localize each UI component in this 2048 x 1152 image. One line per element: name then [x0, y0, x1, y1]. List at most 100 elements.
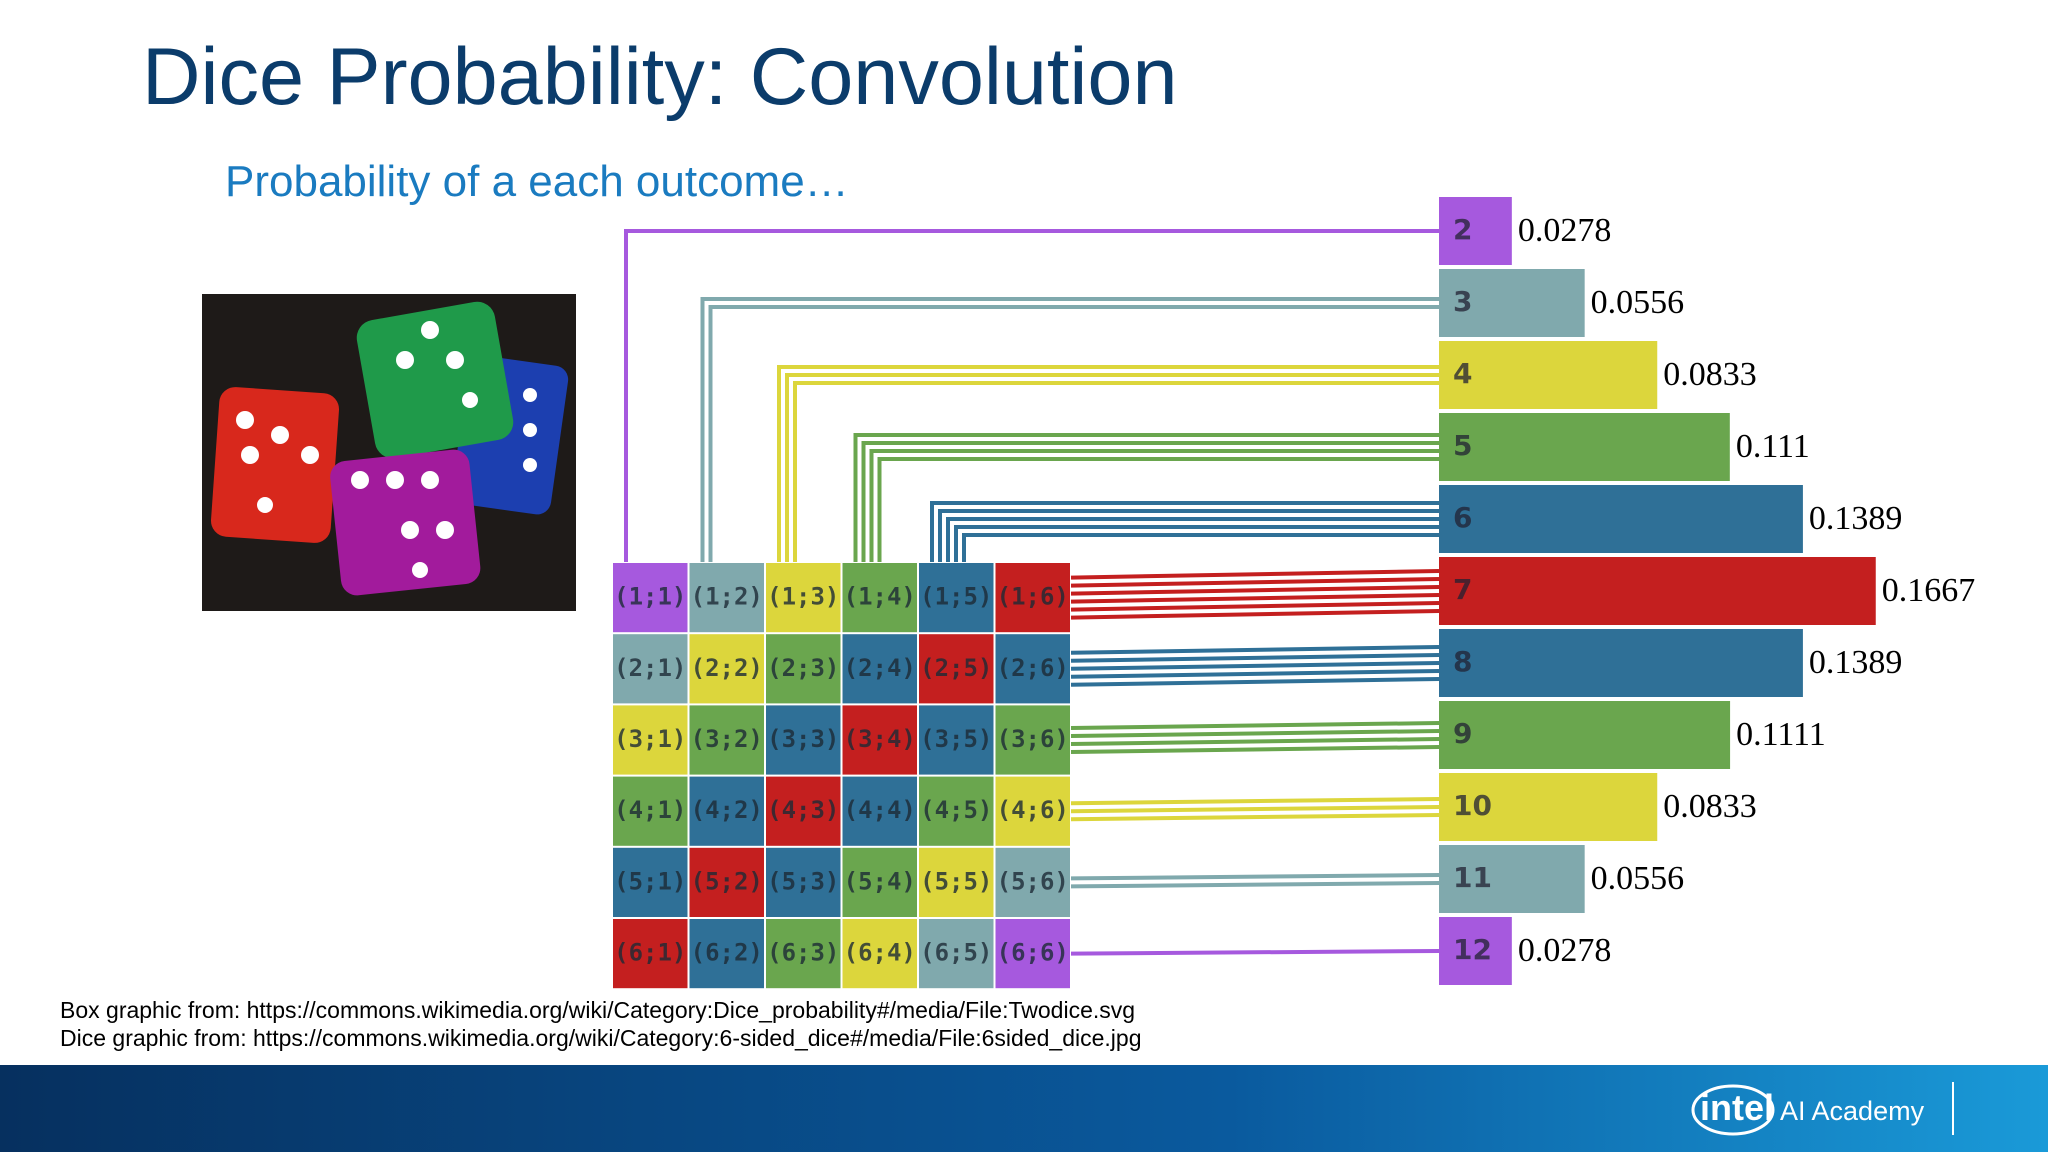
cell-label: (4;5) [920, 796, 992, 824]
grid-cell [689, 634, 764, 704]
diagram: (1;1) (1;2) (1;3) (1;4) (1;5) (1;6) (2;1) (2;2)… [613, 197, 1975, 989]
connector [1070, 721, 1440, 730]
connector [1070, 661, 1440, 671]
bar-label: 7 [1453, 573, 1472, 606]
grid-cell [919, 705, 994, 775]
bar [1439, 341, 1658, 409]
bar [1439, 269, 1585, 337]
grid-cell [995, 776, 1070, 846]
connector [785, 373, 1439, 562]
grid-cell [613, 634, 688, 704]
connector [708, 305, 1439, 562]
connector [1070, 601, 1440, 612]
bar-value: 0.111 [1736, 428, 1810, 465]
grid-cell [995, 705, 1070, 775]
grid-cell [919, 634, 994, 704]
grid-cell [689, 919, 764, 989]
grid-cell [613, 776, 688, 846]
bar-value: 0.0278 [1518, 932, 1612, 969]
grid-cell [766, 776, 841, 846]
connector [1070, 737, 1440, 746]
bar-label: 2 [1453, 213, 1472, 246]
bar-value: 0.0833 [1663, 788, 1757, 825]
connector [1070, 585, 1440, 596]
bar-value: 0.1111 [1736, 716, 1826, 753]
connector [700, 297, 1439, 562]
cell-label: (4;2) [691, 796, 763, 824]
connector [869, 449, 1439, 562]
grid-cell [842, 705, 917, 775]
grid-cell [766, 705, 841, 775]
grid-cell [766, 919, 841, 989]
bar [1439, 701, 1731, 769]
cell-label: (5;5) [920, 867, 992, 895]
connector [1070, 653, 1440, 663]
connector [1070, 873, 1440, 881]
cell-label: (5;4) [844, 867, 916, 895]
cell-label: (2;4) [844, 654, 916, 682]
grid-cell [613, 705, 688, 775]
bar-label: 3 [1453, 285, 1472, 318]
cell-label: (5;2) [691, 867, 763, 895]
footnote: Box graphic from: https://commons.wikime… [60, 997, 1135, 1023]
grid-cell [766, 634, 841, 704]
cell-label: (3;5) [920, 725, 992, 753]
connector [1070, 569, 1440, 580]
connector [1070, 577, 1440, 588]
bar-label: 4 [1453, 357, 1472, 390]
subtitle: Probability of a each outcome… [225, 157, 849, 206]
grid-cell [766, 563, 841, 633]
cell-label: (3;4) [844, 725, 916, 753]
grid-cell [995, 847, 1070, 917]
bar [1439, 557, 1876, 625]
logo-brand: intel [1700, 1087, 1774, 1128]
bar-value: 0.1389 [1809, 500, 1903, 537]
grid-cell [842, 563, 917, 633]
bar [1439, 773, 1658, 841]
connector [777, 365, 1439, 562]
grid-cell [689, 776, 764, 846]
cell-label: (1;1) [614, 583, 686, 611]
connector [877, 457, 1439, 562]
title: Dice Probability: Convolution [142, 32, 1178, 122]
bar-label: 12 [1453, 933, 1492, 966]
grid-cell [613, 563, 688, 633]
grid-cell [689, 847, 764, 917]
cell-label: (3;1) [614, 725, 686, 753]
cell-label: (4;6) [997, 796, 1069, 824]
connector [1070, 797, 1440, 806]
cell-label: (1;2) [691, 583, 763, 611]
connector [1070, 729, 1440, 738]
grid-cell [766, 847, 841, 917]
connector [1070, 609, 1440, 620]
grid-cell [842, 776, 917, 846]
grid-cell [613, 847, 688, 917]
cell-label: (6;2) [691, 939, 763, 967]
cell-label: (5;1) [614, 867, 686, 895]
cell-label: (3;2) [691, 725, 763, 753]
cell-label: (2;6) [997, 654, 1069, 682]
bar-label: 5 [1453, 429, 1472, 462]
cell-label: (1;4) [844, 583, 916, 611]
dice-photo [202, 294, 576, 611]
cell-label: (1;3) [767, 583, 839, 611]
cell-label: (4;1) [614, 796, 686, 824]
connector [624, 229, 1439, 562]
connector [946, 517, 1439, 562]
connector [1070, 645, 1440, 655]
bar-value: 0.0556 [1591, 284, 1685, 321]
grid-cell [613, 919, 688, 989]
logo-swoosh [1691, 1084, 1775, 1136]
connector [1070, 669, 1440, 679]
cell-label: (6;1) [614, 939, 686, 967]
grid-cell [919, 919, 994, 989]
connector [930, 501, 1439, 562]
grid-cell [689, 563, 764, 633]
grid-cell [842, 919, 917, 989]
cell-label: (4;4) [844, 796, 916, 824]
bar [1439, 629, 1803, 697]
connector [853, 433, 1439, 562]
bar-label: 6 [1453, 501, 1472, 534]
